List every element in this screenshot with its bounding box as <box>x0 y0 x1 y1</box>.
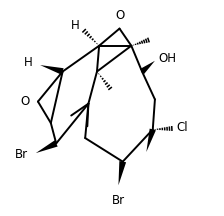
Text: O: O <box>115 9 124 22</box>
Text: Br: Br <box>112 194 125 207</box>
Polygon shape <box>36 140 58 153</box>
Text: H: H <box>71 19 80 32</box>
Polygon shape <box>146 129 156 152</box>
Polygon shape <box>140 61 155 74</box>
Text: Br: Br <box>15 148 28 161</box>
Text: O: O <box>21 95 30 108</box>
Polygon shape <box>118 161 126 185</box>
Text: Cl: Cl <box>176 121 188 134</box>
Text: OH: OH <box>159 52 177 65</box>
Text: H: H <box>24 56 33 69</box>
Polygon shape <box>40 65 64 75</box>
